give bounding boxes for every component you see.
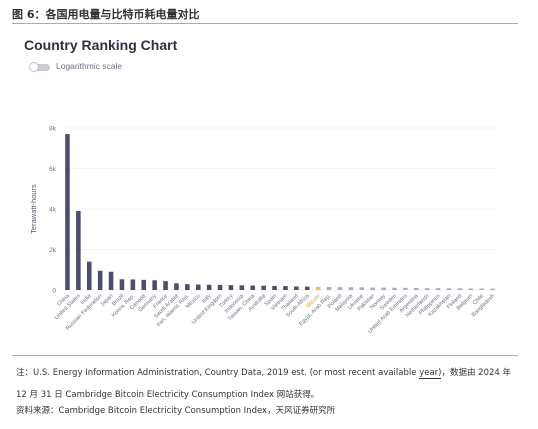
footnote: 注：U.S. Energy Information Administration… <box>16 362 516 406</box>
y-tick-label: 4k <box>49 207 57 214</box>
footnote-prefix: 注：U.S. Energy Information Administration… <box>16 368 420 378</box>
bar[interactable] <box>250 285 256 290</box>
y-axis-label: Terawatt-hours <box>29 184 38 234</box>
bar[interactable] <box>326 286 332 290</box>
bar[interactable] <box>152 280 157 290</box>
bar[interactable] <box>206 284 212 290</box>
footnote-suffix: ，数据由 2024 年 12 月 31 日 Cambridge Bitcoin … <box>16 368 512 400</box>
bottom-divider <box>12 355 518 356</box>
bar[interactable] <box>359 287 365 290</box>
x-tick-label: Italy <box>201 293 213 305</box>
bar[interactable] <box>130 279 136 290</box>
bar[interactable] <box>239 285 245 290</box>
bar[interactable] <box>86 261 92 290</box>
bar[interactable] <box>479 288 484 290</box>
bar[interactable] <box>119 279 125 290</box>
footnote-link[interactable]: year) <box>419 368 442 379</box>
bar[interactable] <box>315 286 321 290</box>
bar[interactable] <box>108 271 114 290</box>
logarithmic-scale-label: Logarithmic scale <box>56 61 123 71</box>
y-tick-label: 2k <box>49 247 57 254</box>
y-axis-ticks: 0 2k 4k 6k 8k <box>49 126 57 295</box>
bar[interactable] <box>403 287 408 290</box>
x-tick-label: Japan <box>99 293 114 308</box>
bar[interactable] <box>337 287 343 290</box>
y-tick-label: 6k <box>49 166 57 173</box>
bar[interactable] <box>217 284 223 290</box>
bar[interactable] <box>228 285 234 290</box>
bar[interactable] <box>304 286 310 290</box>
y-tick-label: 0 <box>52 288 56 295</box>
bar[interactable] <box>468 288 474 290</box>
bar[interactable] <box>185 284 190 290</box>
gridlines <box>62 127 498 291</box>
figure-title: 图 6：各国用电量与比特币耗电量对比 <box>12 8 200 21</box>
bar[interactable] <box>272 285 277 290</box>
bar[interactable] <box>195 284 201 290</box>
source-note: 资料来源：Cambridge Bitcoin Electricity Consu… <box>16 406 336 416</box>
y-tick-label: 8k <box>49 126 57 133</box>
bar[interactable] <box>424 288 430 290</box>
toggle-knob <box>29 62 39 72</box>
bar[interactable] <box>76 211 81 290</box>
bar[interactable] <box>283 286 288 290</box>
bar[interactable] <box>97 270 103 290</box>
bar[interactable] <box>174 283 179 290</box>
bar[interactable] <box>370 287 375 290</box>
toggle-track <box>32 64 50 71</box>
bar[interactable] <box>65 134 70 290</box>
bar[interactable] <box>435 288 441 290</box>
bar[interactable] <box>163 281 168 290</box>
bars[interactable] <box>65 134 495 291</box>
bar[interactable] <box>392 287 397 290</box>
chart-title: Country Ranking Chart <box>24 37 178 53</box>
bar[interactable] <box>413 287 419 290</box>
bar[interactable] <box>141 279 147 291</box>
bar[interactable] <box>261 285 266 290</box>
logarithmic-scale-toggle[interactable] <box>29 62 51 72</box>
bar[interactable] <box>490 288 495 290</box>
bar[interactable] <box>446 288 452 290</box>
bar[interactable] <box>294 286 299 290</box>
bar[interactable] <box>348 287 354 290</box>
top-divider <box>12 23 518 24</box>
bar[interactable] <box>457 288 463 290</box>
bar[interactable] <box>381 287 386 290</box>
